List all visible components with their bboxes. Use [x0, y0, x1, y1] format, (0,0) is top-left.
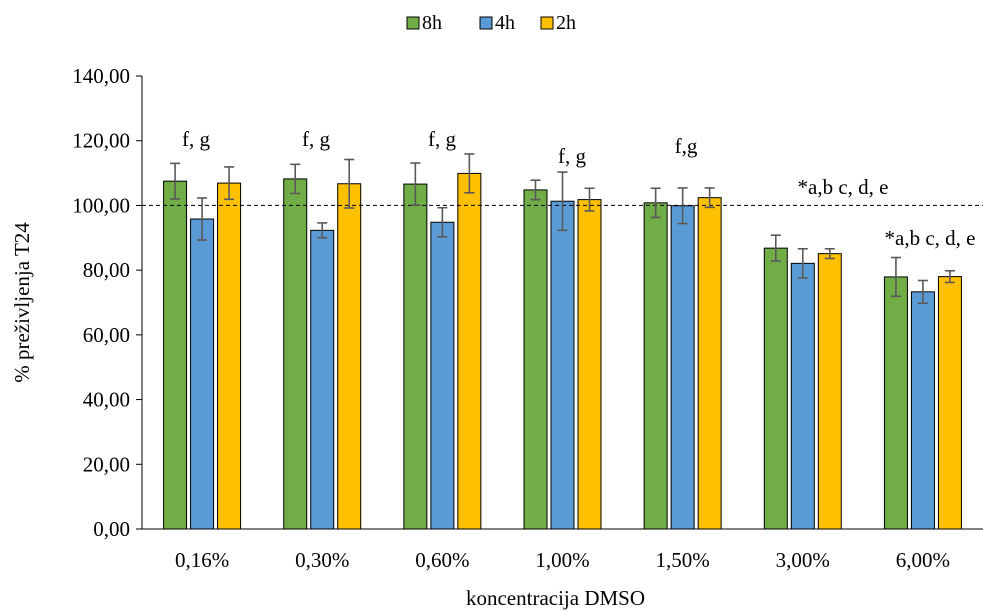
x-tick-label: 0,16%	[175, 548, 229, 572]
bar	[163, 180, 188, 530]
legend-label: 2h	[556, 12, 576, 34]
bar	[283, 178, 308, 530]
y-tick-label: 100,00	[72, 193, 130, 217]
legend: 8h 4h 2h	[406, 12, 576, 34]
bar	[523, 189, 548, 530]
bar	[883, 276, 908, 530]
bars	[163, 172, 962, 530]
bar	[577, 199, 602, 530]
annotation: f, g	[428, 127, 456, 151]
y-tick-label: 60,00	[83, 323, 130, 347]
legend-label: 8h	[422, 12, 442, 34]
bar	[337, 183, 362, 530]
bar	[457, 172, 482, 530]
legend-label: 4h	[495, 12, 515, 34]
legend-swatch	[540, 16, 554, 30]
y-tick-label: 120,00	[72, 129, 130, 153]
y-tick-label: 40,00	[83, 388, 130, 412]
bar	[643, 202, 668, 530]
bar	[790, 262, 815, 530]
y-axis-label: % preživljenja T24	[10, 222, 34, 383]
annotation: *a,b c, d, e	[798, 175, 889, 199]
x-tick-label: 0,60%	[415, 548, 469, 572]
bar	[190, 218, 215, 530]
annotation: f,g	[675, 134, 698, 158]
bar	[937, 276, 962, 530]
bar	[697, 197, 722, 530]
annotation: f, g	[182, 127, 210, 151]
y-tick-label: 20,00	[83, 452, 130, 476]
bar	[763, 247, 788, 530]
x-tick-label: 3,00%	[776, 548, 830, 572]
y-tick-label: 80,00	[83, 258, 130, 282]
y-tick-label: 140,00	[72, 64, 130, 88]
annotation: f, g	[558, 144, 586, 168]
bar	[817, 253, 842, 530]
bar	[310, 229, 335, 530]
annotation: f, g	[302, 127, 330, 151]
bar	[670, 205, 695, 530]
y-axis: 0,00 20,00 40,00 60,00 80,00 100,00 120,00 140,…	[72, 64, 143, 541]
x-tick-label: 0,30%	[295, 548, 349, 572]
x-tick-label: 1,00%	[535, 548, 589, 572]
bar	[550, 200, 575, 530]
x-axis-label: koncentracija DMSO	[466, 586, 645, 610]
bar	[217, 182, 242, 530]
error-bars	[170, 153, 955, 304]
annotations: f, g f, g f, g f, g f,g *a,b c, d, e *a,b c, d…	[182, 127, 975, 250]
annotation: *a,b c, d, e	[885, 226, 976, 250]
legend-swatch	[406, 16, 420, 30]
x-tick-label: 1,50%	[656, 548, 710, 572]
legend-swatch	[479, 16, 493, 30]
bar	[403, 183, 428, 530]
bar	[430, 221, 455, 530]
bar	[910, 291, 935, 530]
y-tick-label: 0,00	[93, 517, 130, 541]
x-tick-label: 6,00%	[896, 548, 950, 572]
x-axis: 0,16% 0,30% 0,60% 1,00% 1,50% 3,00% 6,00%	[142, 528, 983, 572]
